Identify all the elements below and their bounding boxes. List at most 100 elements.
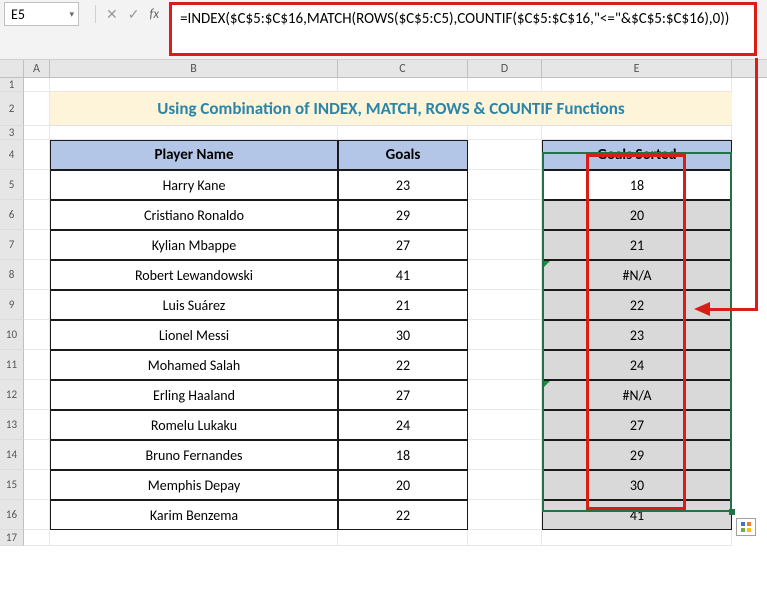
cell-goals[interactable]: 30 [338, 320, 468, 350]
row-header-15[interactable]: 15 [0, 470, 24, 500]
cell-a1[interactable] [24, 78, 50, 92]
cell-d12[interactable] [468, 380, 542, 410]
cell-d5[interactable] [468, 170, 542, 200]
cell-d3[interactable] [468, 126, 542, 140]
cell-goals-sorted[interactable]: 29 [542, 440, 732, 470]
cell-goals-sorted[interactable]: 41 [542, 500, 732, 530]
cell-player-name[interactable]: Harry Kane [50, 170, 338, 200]
cell-d11[interactable] [468, 350, 542, 380]
cell-goals[interactable]: 18 [338, 440, 468, 470]
row-header-8[interactable]: 8 [0, 260, 24, 290]
row-header-2[interactable]: 2 [0, 92, 24, 126]
cell-d13[interactable] [468, 410, 542, 440]
cell-player-name[interactable]: Cristiano Ronaldo [50, 200, 338, 230]
cell-a7[interactable] [24, 230, 50, 260]
cell-d10[interactable] [468, 320, 542, 350]
cell-a2[interactable] [24, 92, 50, 126]
cell-goals-sorted[interactable]: #N/A [542, 260, 732, 290]
cell-d15[interactable] [468, 470, 542, 500]
col-header-d[interactable]: D [468, 60, 542, 77]
cell-player-name[interactable]: Erling Haaland [50, 380, 338, 410]
cell-e17[interactable] [542, 530, 732, 546]
cell-a9[interactable] [24, 290, 50, 320]
row-header-16[interactable]: 16 [0, 500, 24, 530]
cell-e3[interactable] [542, 126, 732, 140]
row-header-1[interactable]: 1 [0, 78, 24, 92]
cell-player-name[interactable]: Mohamed Salah [50, 350, 338, 380]
row-header-5[interactable]: 5 [0, 170, 24, 200]
cell-goals-sorted[interactable]: #N/A [542, 380, 732, 410]
row-header-3[interactable]: 3 [0, 126, 24, 140]
cell-goals[interactable]: 27 [338, 230, 468, 260]
header-sorted[interactable]: Goals Sorted [542, 140, 732, 170]
chevron-down-icon[interactable]: ▾ [69, 9, 74, 20]
col-header-a[interactable]: A [24, 60, 50, 77]
header-player[interactable]: Player Name [50, 140, 338, 170]
cell-player-name[interactable]: Karim Benzema [50, 500, 338, 530]
cell-d17[interactable] [468, 530, 542, 546]
cell-d1[interactable] [468, 78, 542, 92]
cell-d9[interactable] [468, 290, 542, 320]
cell-a13[interactable] [24, 410, 50, 440]
formula-input[interactable]: =INDEX($C$5:$C$16,MATCH(ROWS($C$5:C5),CO… [169, 2, 757, 56]
row-header-10[interactable]: 10 [0, 320, 24, 350]
cell-goals-sorted[interactable]: 30 [542, 470, 732, 500]
cell-c17[interactable] [338, 530, 468, 546]
cell-d6[interactable] [468, 200, 542, 230]
cell-b17[interactable] [50, 530, 338, 546]
cell-b1[interactable] [50, 78, 338, 92]
cell-goals-sorted[interactable]: 21 [542, 230, 732, 260]
cell-a8[interactable] [24, 260, 50, 290]
cell-a10[interactable] [24, 320, 50, 350]
spreadsheet-grid[interactable]: A B C D E 1 2 Using Combination of INDEX… [0, 60, 767, 546]
cell-a5[interactable] [24, 170, 50, 200]
name-box[interactable]: E5 ▾ [4, 2, 79, 26]
cell-goals[interactable]: 41 [338, 260, 468, 290]
cell-a14[interactable] [24, 440, 50, 470]
cell-goals[interactable]: 24 [338, 410, 468, 440]
cell-a11[interactable] [24, 350, 50, 380]
cell-goals[interactable]: 29 [338, 200, 468, 230]
cell-goals-sorted[interactable]: 27 [542, 410, 732, 440]
row-header-12[interactable]: 12 [0, 380, 24, 410]
cell-d16[interactable] [468, 500, 542, 530]
cell-player-name[interactable]: Robert Lewandowski [50, 260, 338, 290]
confirm-icon[interactable]: ✓ [128, 6, 140, 23]
col-header-e[interactable]: E [542, 60, 732, 77]
cell-player-name[interactable]: Lionel Messi [50, 320, 338, 350]
cell-player-name[interactable]: Kylian Mbappe [50, 230, 338, 260]
row-header-4[interactable]: 4 [0, 140, 24, 170]
cell-goals[interactable]: 27 [338, 380, 468, 410]
cell-a17[interactable] [24, 530, 50, 546]
cell-a15[interactable] [24, 470, 50, 500]
cell-goals-sorted[interactable]: 20 [542, 200, 732, 230]
select-all-corner[interactable] [0, 60, 24, 77]
cell-a16[interactable] [24, 500, 50, 530]
row-header-7[interactable]: 7 [0, 230, 24, 260]
cell-a6[interactable] [24, 200, 50, 230]
cell-d14[interactable] [468, 440, 542, 470]
header-goals[interactable]: Goals [338, 140, 468, 170]
row-header-6[interactable]: 6 [0, 200, 24, 230]
cell-goals[interactable]: 23 [338, 170, 468, 200]
cell-goals[interactable]: 22 [338, 500, 468, 530]
cell-goals-sorted[interactable]: 22 [542, 290, 732, 320]
cell-goals[interactable]: 20 [338, 470, 468, 500]
cell-a3[interactable] [24, 126, 50, 140]
title-cell[interactable]: Using Combination of INDEX, MATCH, ROWS … [50, 92, 732, 126]
cell-d7[interactable] [468, 230, 542, 260]
cell-goals-sorted[interactable]: 18 [542, 170, 732, 200]
col-header-c[interactable]: C [338, 60, 468, 77]
cell-goals[interactable]: 21 [338, 290, 468, 320]
cell-player-name[interactable]: Luis Suárez [50, 290, 338, 320]
error-indicator-icon[interactable] [543, 261, 550, 268]
cell-c1[interactable] [338, 78, 468, 92]
row-header-9[interactable]: 9 [0, 290, 24, 320]
row-header-14[interactable]: 14 [0, 440, 24, 470]
cell-goals[interactable]: 22 [338, 350, 468, 380]
cell-player-name[interactable]: Romelu Lukaku [50, 410, 338, 440]
cell-player-name[interactable]: Bruno Fernandes [50, 440, 338, 470]
cell-c3[interactable] [338, 126, 468, 140]
cell-goals-sorted[interactable]: 24 [542, 350, 732, 380]
cell-e1[interactable] [542, 78, 732, 92]
